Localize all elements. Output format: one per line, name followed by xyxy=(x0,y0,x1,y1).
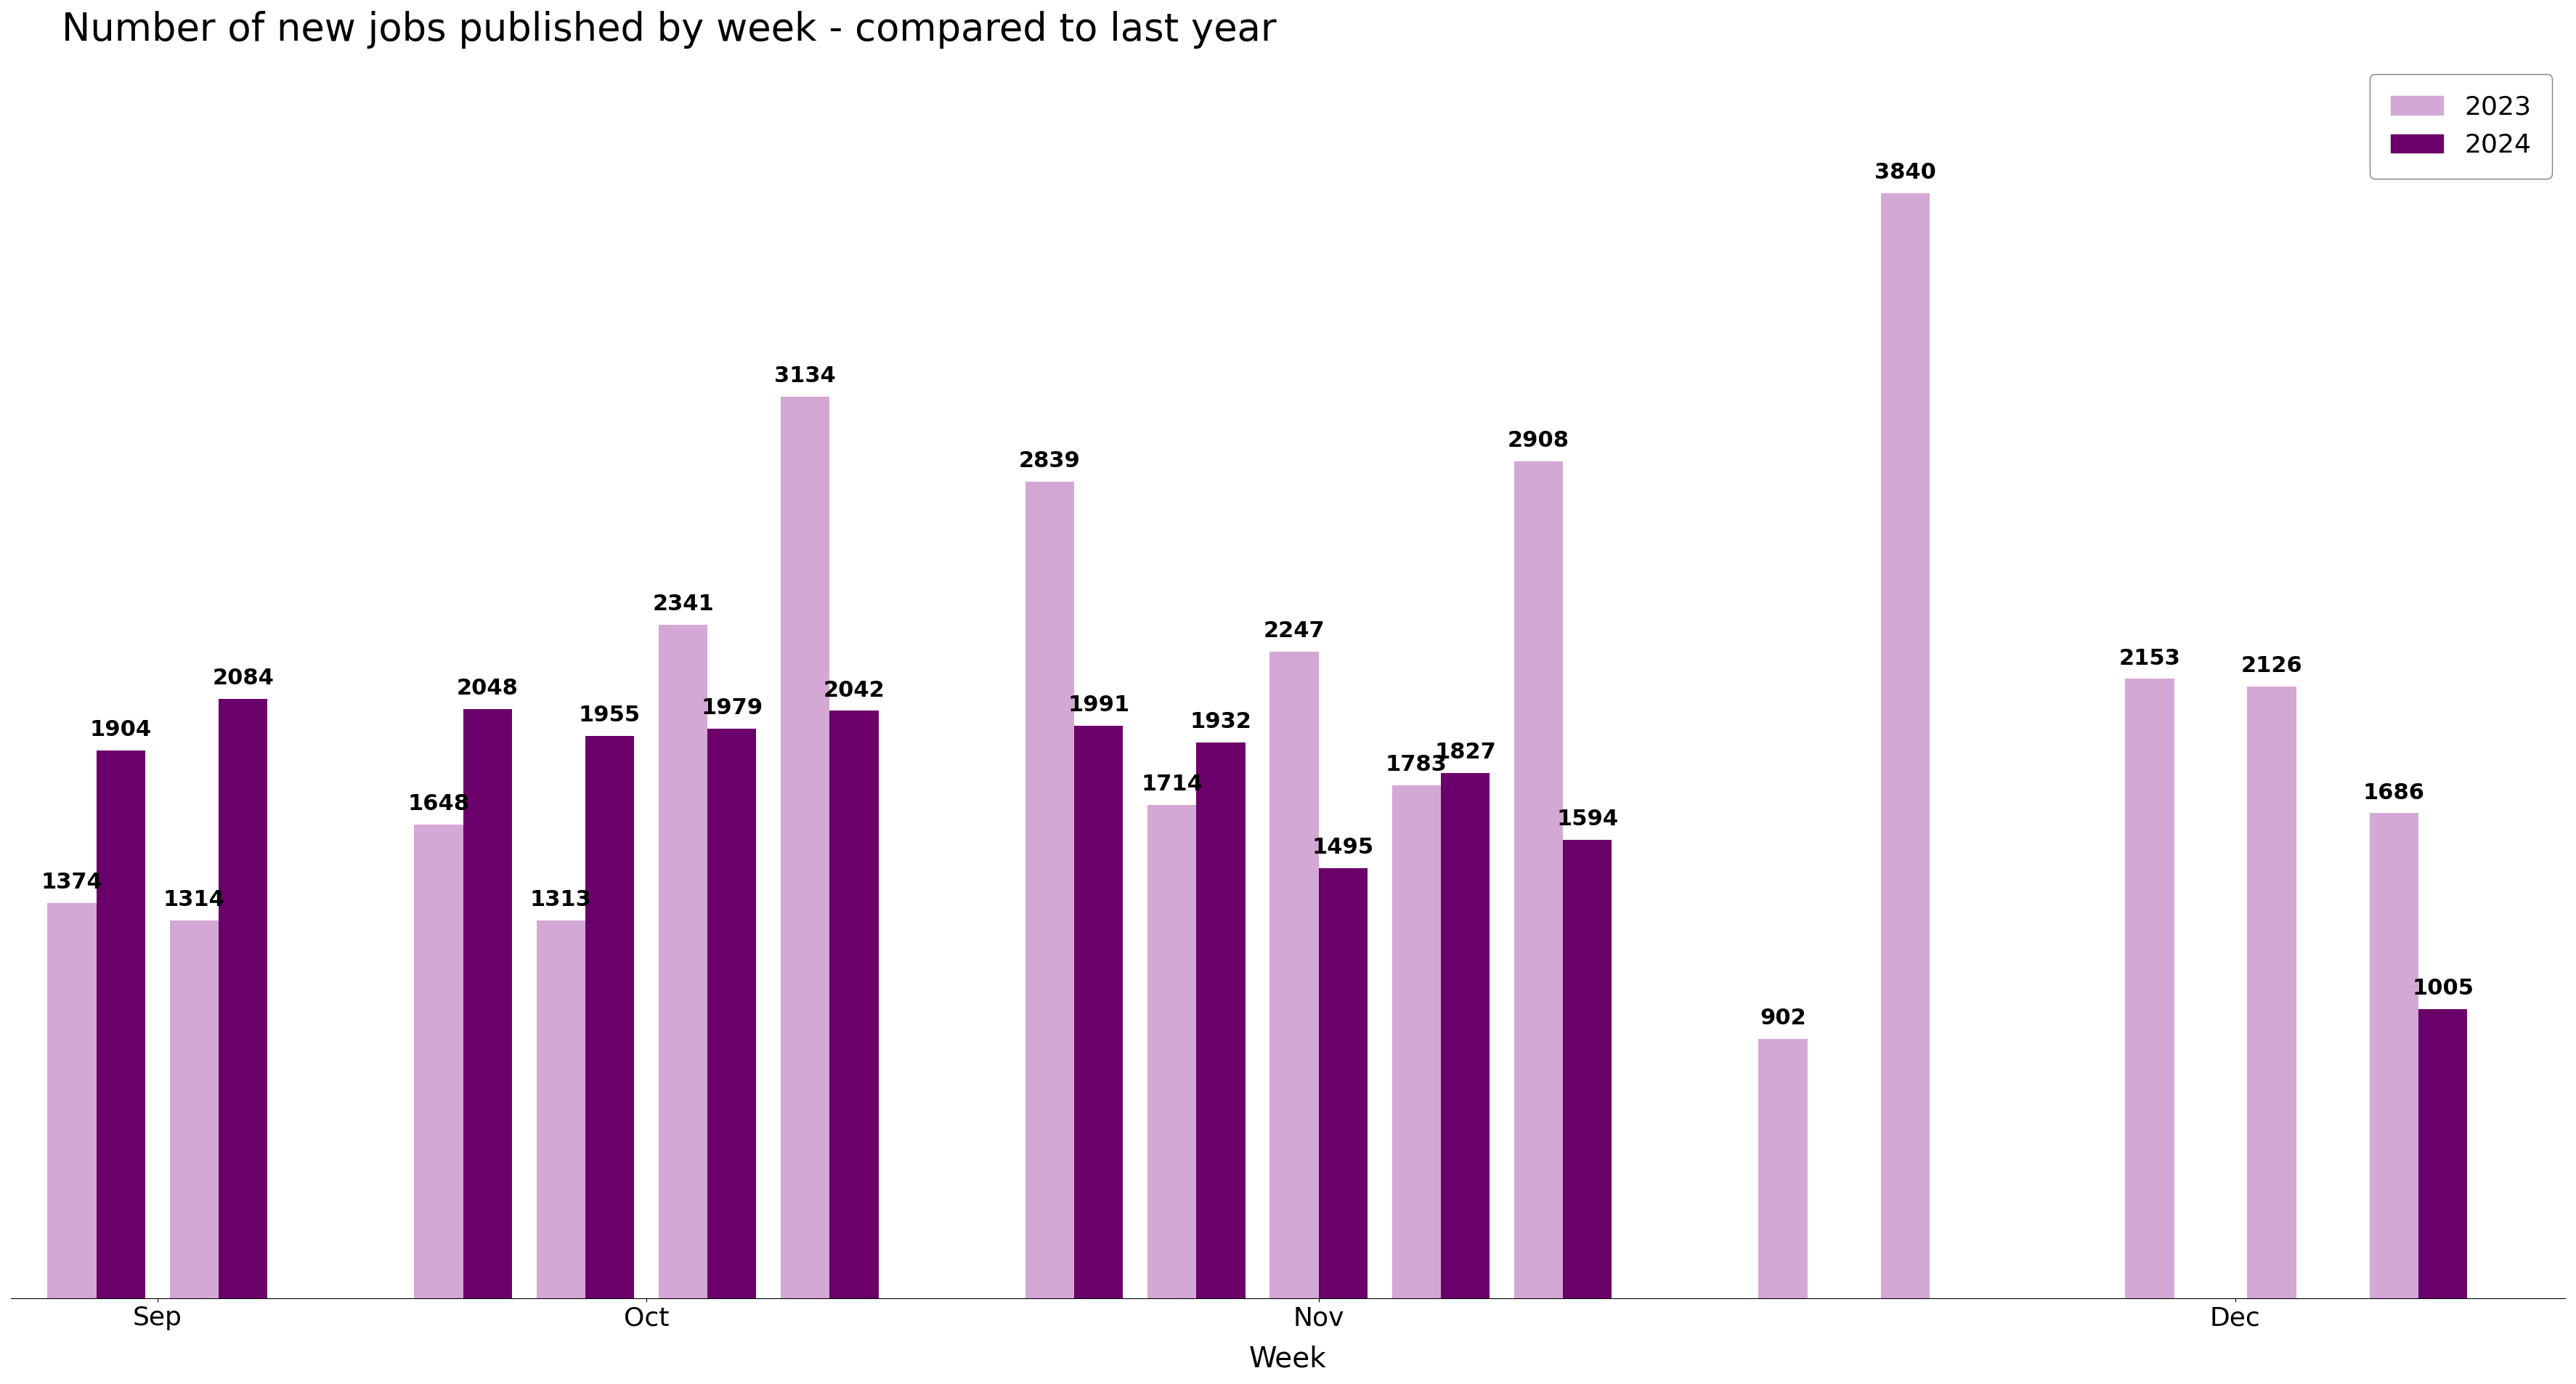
Text: 2042: 2042 xyxy=(824,680,886,700)
Text: 3134: 3134 xyxy=(775,365,837,386)
Bar xyxy=(170,920,219,1298)
Text: 902: 902 xyxy=(1759,1008,1806,1028)
Text: 2153: 2153 xyxy=(2120,648,2179,668)
Bar xyxy=(1074,725,1123,1298)
Bar xyxy=(1270,652,1319,1298)
Text: 1005: 1005 xyxy=(2411,978,2473,999)
Bar xyxy=(659,624,708,1298)
Bar xyxy=(781,396,829,1298)
Text: 1594: 1594 xyxy=(1556,808,1618,829)
Text: 1495: 1495 xyxy=(1311,837,1373,858)
Text: 1374: 1374 xyxy=(41,872,103,893)
Text: 1314: 1314 xyxy=(162,890,224,911)
Bar xyxy=(585,736,634,1298)
Bar xyxy=(2370,814,2419,1298)
Bar xyxy=(1319,868,1368,1298)
Text: 1932: 1932 xyxy=(1190,711,1252,732)
Text: 2126: 2126 xyxy=(2241,656,2303,677)
Text: 2341: 2341 xyxy=(652,594,714,614)
Bar xyxy=(2419,1009,2468,1298)
Text: 2247: 2247 xyxy=(1262,620,1324,642)
Bar xyxy=(1515,461,1564,1298)
Bar xyxy=(95,750,144,1298)
Bar xyxy=(1759,1039,1808,1298)
Bar xyxy=(1564,840,1613,1298)
Bar xyxy=(2125,680,2174,1298)
Bar xyxy=(1195,742,1244,1298)
Text: 1313: 1313 xyxy=(531,890,592,911)
Bar xyxy=(1391,785,1440,1298)
Text: 1955: 1955 xyxy=(580,704,641,725)
Text: 1648: 1648 xyxy=(407,793,469,814)
Bar xyxy=(464,709,513,1298)
X-axis label: Week: Week xyxy=(1249,1345,1327,1373)
Legend: 2023, 2024: 2023, 2024 xyxy=(2370,73,2553,179)
Bar xyxy=(219,699,268,1298)
Bar xyxy=(2246,686,2295,1298)
Bar xyxy=(536,920,585,1298)
Text: 1904: 1904 xyxy=(90,720,152,740)
Bar xyxy=(415,825,464,1298)
Text: 3840: 3840 xyxy=(1875,162,1937,183)
Text: 2908: 2908 xyxy=(1507,430,1569,451)
Bar xyxy=(1146,805,1195,1298)
Bar xyxy=(1880,194,1929,1298)
Bar xyxy=(708,729,757,1298)
Text: 1783: 1783 xyxy=(1386,754,1448,775)
Text: 2084: 2084 xyxy=(211,667,273,689)
Text: 1714: 1714 xyxy=(1141,774,1203,796)
Text: Number of new jobs published by week - compared to last year: Number of new jobs published by week - c… xyxy=(62,11,1278,48)
Text: 2048: 2048 xyxy=(456,678,518,699)
Text: 1979: 1979 xyxy=(701,698,762,718)
Bar xyxy=(1440,772,1489,1298)
Text: 1686: 1686 xyxy=(2362,782,2424,803)
Text: 2839: 2839 xyxy=(1020,450,1079,472)
Text: 1827: 1827 xyxy=(1435,742,1497,763)
Bar xyxy=(829,711,878,1298)
Text: 1991: 1991 xyxy=(1066,695,1128,716)
Bar xyxy=(1025,482,1074,1298)
Bar xyxy=(46,904,95,1298)
